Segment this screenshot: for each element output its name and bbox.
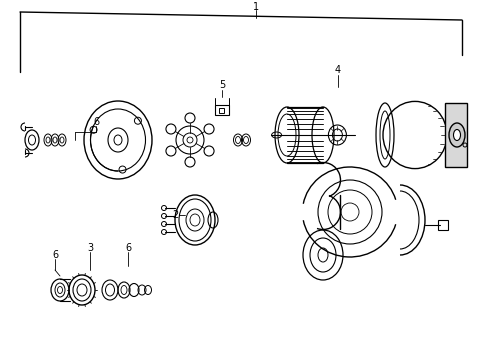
Text: 5: 5 bbox=[219, 80, 225, 90]
Bar bbox=[445, 103, 467, 167]
Bar bbox=[219, 108, 224, 113]
Bar bbox=[215, 105, 229, 115]
Text: 6: 6 bbox=[52, 250, 58, 260]
Text: 6: 6 bbox=[125, 243, 131, 253]
Text: 6: 6 bbox=[93, 117, 99, 127]
Ellipse shape bbox=[449, 123, 465, 147]
Text: 1: 1 bbox=[253, 2, 259, 12]
Text: 2: 2 bbox=[172, 210, 178, 220]
Text: 3: 3 bbox=[87, 243, 93, 253]
Bar bbox=[438, 220, 448, 230]
Ellipse shape bbox=[454, 130, 461, 140]
Text: 4: 4 bbox=[335, 65, 341, 75]
